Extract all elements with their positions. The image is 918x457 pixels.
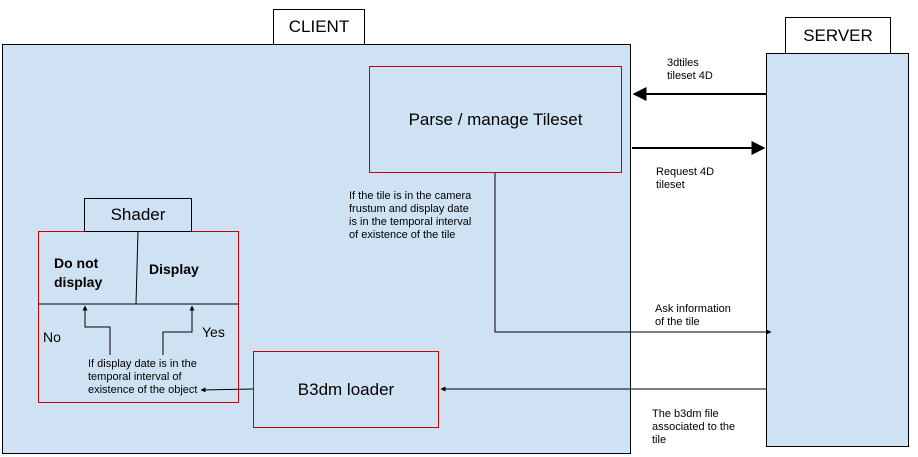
arrow-loader-to-shader [200,387,254,393]
yes-label: Yes [202,324,225,340]
display-label: Display [149,261,199,277]
client-title: CLIENT [273,9,365,45]
request-4d-label: Request 4D tileset [656,166,715,191]
tile-condition-text: If the tile is in the camera frustum and… [349,190,472,241]
parse-tileset-box: Parse / manage Tileset [369,66,622,173]
do-not-display-label: Do not display [54,255,103,290]
ask-info-label: Ask information of the tile [655,303,731,328]
b3dm-file-label: The b3dm file associated to the tile [652,408,736,446]
no-label: No [43,329,61,345]
tileset-4d-label: 3dtiles tileset 4D [667,57,713,82]
arrow-no-branch [82,305,111,355]
b3dm-loader-box: B3dm loader [253,351,439,428]
server-title: SERVER [785,17,891,54]
arrow-ask-info [494,173,772,335]
shader-vertical-divider [135,230,139,305]
server-area [766,53,909,447]
object-condition-text: If display date is in the temporal inter… [88,358,198,396]
shader-box [38,231,239,403]
arrow-yes-branch [162,305,195,355]
